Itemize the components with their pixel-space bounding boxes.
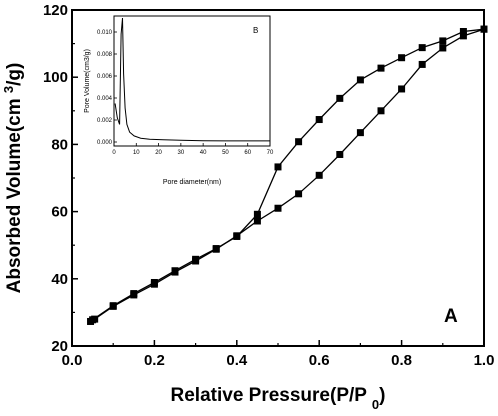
data-point-marker <box>439 44 447 52</box>
pore-size-distribution-line <box>114 17 270 142</box>
data-point-marker <box>418 44 426 52</box>
inset-x-tick-label: 0 <box>112 150 116 156</box>
data-point-marker <box>377 64 385 72</box>
x-tick-label: 0.2 <box>144 352 165 369</box>
inset-y-tick-label: 0.010 <box>97 30 113 36</box>
inset-x-tick-label: 40 <box>200 150 207 156</box>
panel-label-a: A <box>444 306 458 327</box>
main-plot-series <box>87 25 488 325</box>
data-point-marker <box>150 278 158 286</box>
y-tick-label: 80 <box>51 136 68 153</box>
data-point-marker <box>253 210 261 218</box>
data-point-marker <box>356 76 364 84</box>
data-point-marker <box>398 54 406 62</box>
main-x-axis-title-text: Relative Pressure(P/P <box>171 385 368 406</box>
main-y-axis-title: Absorbed Volume(cm 3/g) <box>1 63 26 294</box>
x-tick-label: 0.6 <box>309 352 330 369</box>
data-point-marker <box>89 316 97 324</box>
data-point-marker <box>459 32 467 40</box>
data-point-marker <box>233 232 241 240</box>
main-y-axis-title-text: Absorbed Volume(cm <box>4 98 25 293</box>
data-point-marker <box>480 25 488 33</box>
inset-plot-frame <box>113 15 271 147</box>
inset-y-axis-title: Pore Volume(cm3/g) <box>84 49 91 113</box>
x-tick-label: 0.0 <box>62 352 83 369</box>
inset-y-tick-label: 0.006 <box>97 74 113 80</box>
data-point-marker <box>439 37 447 45</box>
data-point-marker <box>398 85 406 93</box>
data-point-marker <box>109 302 117 310</box>
data-point-marker <box>171 267 179 275</box>
inset-background <box>114 16 270 146</box>
inset-x-tick-label: 30 <box>178 150 185 156</box>
data-point-marker <box>274 204 282 212</box>
data-point-marker <box>336 150 344 158</box>
inset-plot-series <box>114 17 270 142</box>
data-point-marker <box>130 290 138 298</box>
data-point-marker <box>315 171 323 179</box>
data-point-marker <box>253 217 261 225</box>
y-tick-label: 60 <box>51 204 68 221</box>
inset-x-tick-label: 50 <box>222 150 229 156</box>
y-tick-label: 40 <box>51 271 68 288</box>
inset-x-tick-label: 70 <box>267 150 274 156</box>
data-point-marker <box>336 94 344 102</box>
inset-x-tick-label: 60 <box>244 150 251 156</box>
inset-y-tick-label: 0.008 <box>97 52 113 58</box>
inset-y-tick-label: 0.002 <box>97 118 113 124</box>
data-point-marker <box>377 107 385 115</box>
inset-y-tick-label: 0.000 <box>97 140 113 146</box>
data-point-marker <box>274 163 282 171</box>
y-tick-label: 20 <box>51 338 68 355</box>
data-point-marker <box>212 245 220 253</box>
inset-y-tick-label: 0.004 <box>97 96 113 102</box>
data-point-marker <box>418 60 426 68</box>
inset-x-axis-title: Pore diameter(nm) <box>163 179 221 186</box>
main-x-axis-title: Relative Pressure(P/P 0) <box>171 385 386 411</box>
panel-label-b: B <box>253 26 258 35</box>
x-tick-label: 0.4 <box>226 352 248 369</box>
data-point-marker <box>315 116 323 124</box>
inset-axis-ticks: 0 10 20 30 40 50 60 70 0.000 0.002 0.004 0.006 0.008… <box>97 30 274 156</box>
data-point-marker <box>295 190 303 198</box>
x-tick-label: 0.8 <box>391 352 412 369</box>
data-point-marker <box>459 28 467 36</box>
data-point-marker <box>295 138 303 146</box>
inset-x-tick-label: 20 <box>155 150 162 156</box>
inset-x-tick-label: 10 <box>133 150 140 156</box>
x-tick-label: 1.0 <box>474 352 495 369</box>
data-point-marker <box>356 129 364 137</box>
y-tick-label: 100 <box>43 69 68 86</box>
y-tick-label: 120 <box>43 2 68 19</box>
data-point-marker <box>192 255 200 263</box>
